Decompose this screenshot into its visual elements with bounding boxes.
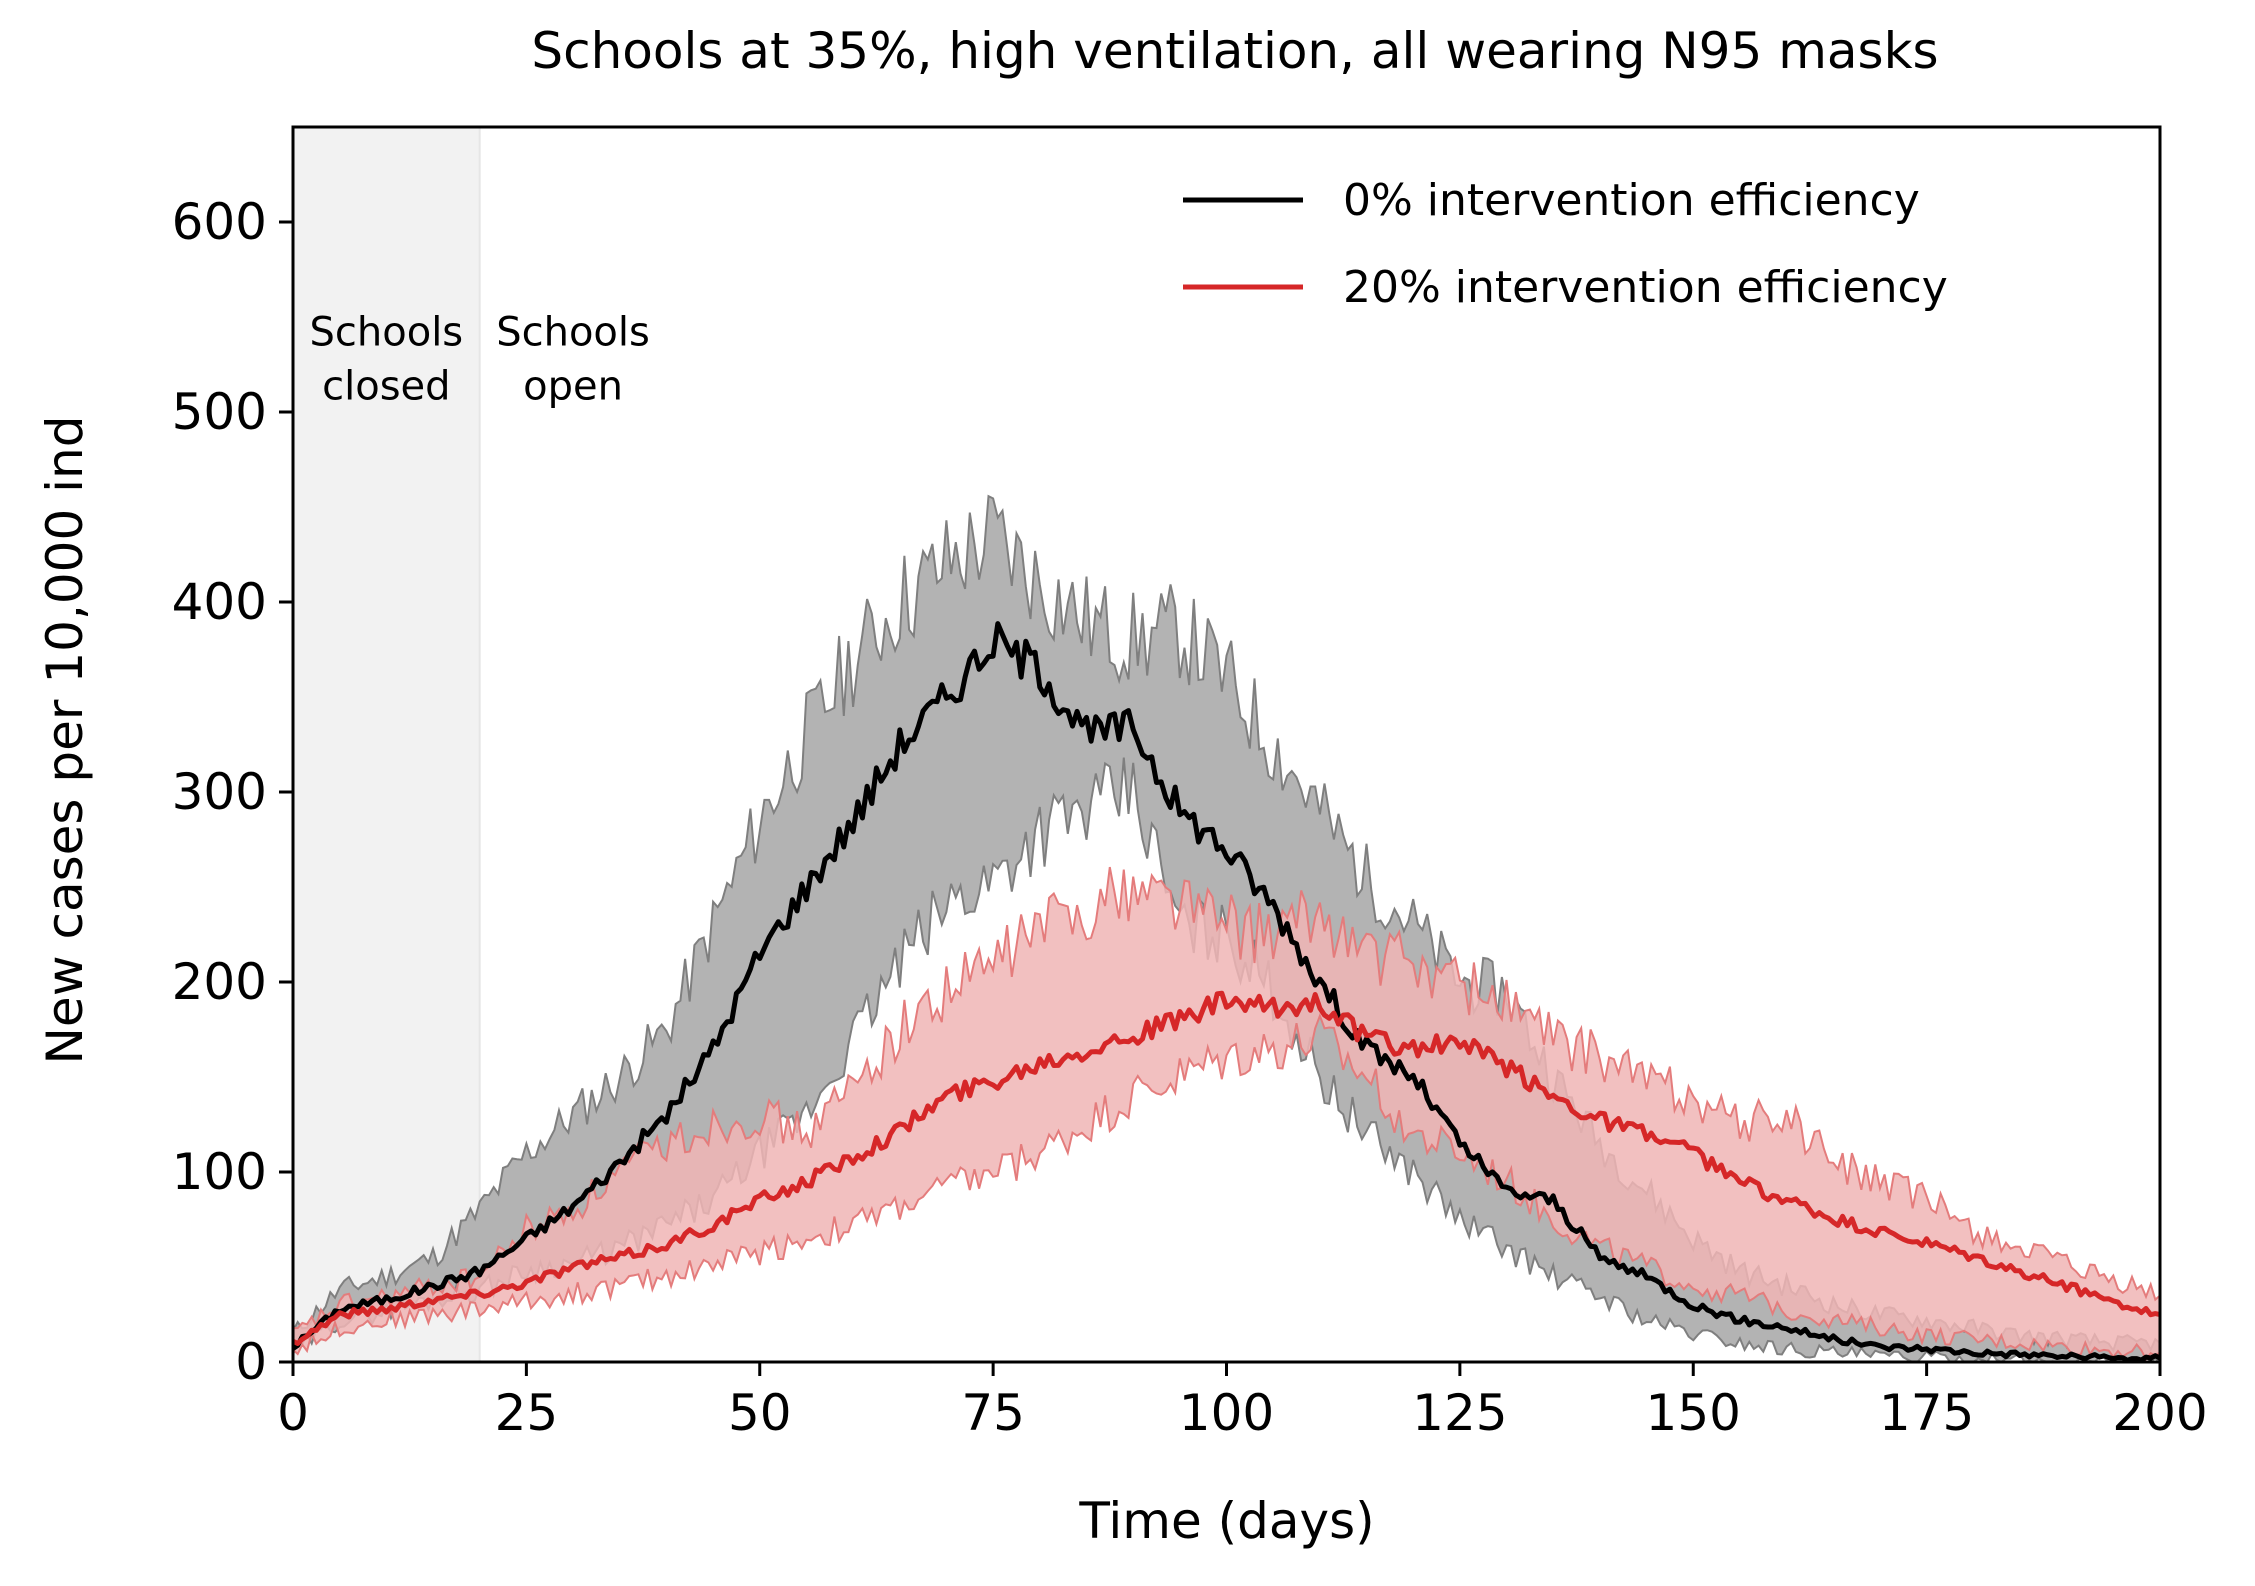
x-tick-label: 25 bbox=[495, 1384, 559, 1442]
y-tick-label: 600 bbox=[172, 193, 267, 251]
schools-closed-region bbox=[293, 127, 480, 1362]
annotation-line: closed bbox=[322, 364, 450, 410]
y-tick-label: 0 bbox=[235, 1333, 267, 1391]
x-tick-label: 175 bbox=[1879, 1384, 1974, 1442]
axes-layer: Schools closed Schools open 0 25 50 75 100 125 150… bbox=[172, 125, 2208, 1442]
x-axis-label: Time (days) bbox=[1078, 1492, 1374, 1550]
legend-label-series-0: 0% intervention efficiency bbox=[1343, 175, 1920, 226]
band-upper-edge-series-1 bbox=[293, 866, 2160, 1330]
x-tick-label: 0 bbox=[277, 1384, 309, 1442]
annotation-1: Schools open bbox=[496, 310, 650, 410]
plot-layer bbox=[293, 127, 2160, 1362]
x-tick-label: 50 bbox=[728, 1384, 792, 1442]
annotation-line: open bbox=[523, 364, 623, 410]
annotation-line: Schools bbox=[496, 310, 650, 356]
legend-label-series-1: 20% intervention efficiency bbox=[1343, 262, 1948, 313]
y-tick-label: 300 bbox=[172, 763, 267, 821]
x-tick-label: 125 bbox=[1412, 1384, 1507, 1442]
annotation-line: Schools bbox=[310, 310, 464, 356]
confidence-band-series-1 bbox=[293, 867, 2160, 1360]
legend: 0% intervention efficiency 20% intervent… bbox=[1183, 175, 1948, 313]
band-lower-edge-series-1 bbox=[293, 1012, 2160, 1362]
y-tick-label: 500 bbox=[172, 383, 267, 441]
x-tick-label: 75 bbox=[961, 1384, 1025, 1442]
y-tick-label: 200 bbox=[172, 953, 267, 1011]
annotation-0: Schools closed bbox=[310, 310, 464, 410]
y-axis-label: New cases per 10,000 ind bbox=[36, 416, 94, 1065]
x-tick-label: 100 bbox=[1179, 1384, 1274, 1442]
chart-title: Schools at 35%, high ventilation, all we… bbox=[531, 22, 1938, 80]
y-tick-label: 100 bbox=[172, 1143, 267, 1201]
series-line-1 bbox=[293, 990, 2160, 1346]
x-tick-label: 200 bbox=[2112, 1384, 2207, 1442]
series-line-0 bbox=[293, 621, 2160, 1362]
x-tick-label: 150 bbox=[1646, 1384, 1741, 1442]
y-tick-label: 400 bbox=[172, 573, 267, 631]
